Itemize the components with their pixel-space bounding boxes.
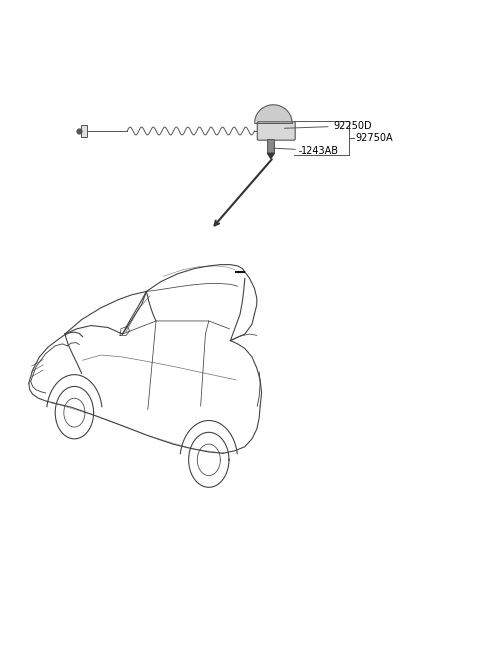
Text: 1243AB: 1243AB: [274, 145, 339, 156]
Text: 92750A: 92750A: [355, 132, 393, 143]
Bar: [267, 139, 274, 153]
Polygon shape: [254, 105, 292, 123]
Text: 92250D: 92250D: [285, 121, 372, 131]
Bar: [81, 125, 87, 137]
Polygon shape: [267, 153, 274, 159]
FancyBboxPatch shape: [257, 122, 295, 140]
